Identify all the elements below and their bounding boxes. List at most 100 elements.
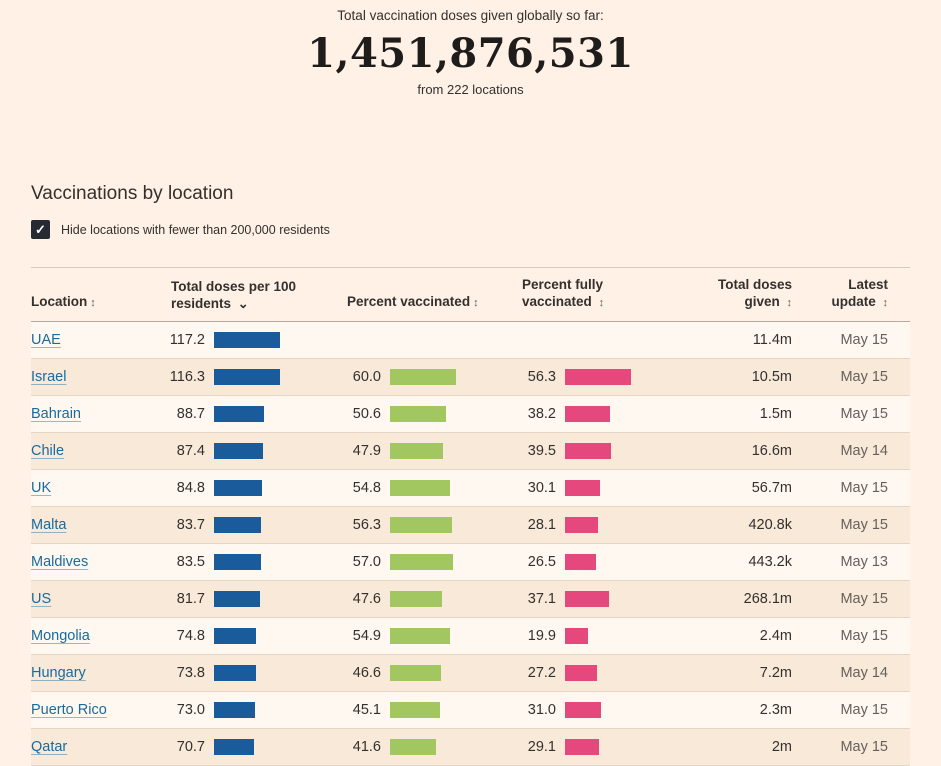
location-link[interactable]: Israel [31,369,67,385]
doses-per-100: 73.0 [141,702,317,718]
total-doses-given-value: 56.7m [751,480,792,496]
column-header-latest-update[interactable]: Latest update ↕ [831,277,889,309]
percent-vaccinated-value: 45.1 [352,702,381,718]
location-link[interactable]: UK [31,480,52,496]
table-row: US 81.7 47.6 37.1 268.1m May 15 [31,581,910,618]
latest-update-value: May 15 [840,517,888,533]
filter-checkbox[interactable]: ✓ [31,220,50,239]
column-header-percent-vaccinated[interactable]: Percent vaccinated ↕ [347,294,479,309]
total-doses-given-value: 443.2k [748,554,792,570]
percent-fully-vaccinated: 26.5 [492,554,667,570]
percent-vaccinated-value: 47.9 [352,443,381,459]
location-cell: Israel [31,369,141,385]
location-cell: US [31,591,141,607]
percent-vaccinated: 54.9 [317,628,492,644]
percent-vaccinated: 60.0 [317,369,492,385]
latest-update-value: May 15 [840,332,888,348]
percent-fully-vaccinated-value: 38.2 [527,406,556,422]
percent-vaccinated-value: 60.0 [352,369,381,385]
total-doses-given-value: 16.6m [751,443,792,459]
location-cell: Hungary [31,665,141,681]
blue-bar [214,591,260,607]
location-link[interactable]: Malta [31,517,67,533]
table-row: Maldives 83.5 57.0 26.5 443.2k May 13 [31,544,910,581]
percent-fully-vaccinated-value: 56.3 [527,369,556,385]
location-link[interactable]: Qatar [31,739,68,755]
percent-vaccinated-value: 54.9 [352,628,381,644]
latest-update-value: May 15 [840,739,888,755]
green-bar [390,406,446,422]
percent-vaccinated: 57.0 [317,554,492,570]
table-header-row: Location ↕ Total doses per 100 residents … [31,267,910,322]
table-row: Qatar 70.7 41.6 29.1 2m May 15 [31,729,910,766]
column-header-total-doses-given[interactable]: Total doses given ↕ [717,277,792,309]
percent-fully-vaccinated-value: 26.5 [527,554,556,570]
doses-per-100: 117.2 [141,332,317,348]
pink-bar [565,591,609,607]
percent-fully-vaccinated: 30.1 [492,480,667,496]
latest-update-value: May 15 [840,702,888,718]
filter-row: ✓ Hide locations with fewer than 200,000… [31,220,910,239]
doses-per-100-value: 83.7 [176,517,205,533]
blue-bar [214,517,262,533]
percent-vaccinated-value: 54.8 [352,480,381,496]
column-header-percent-fully-vaccinated[interactable]: Percent fully vaccinated ↕ [522,277,605,309]
total-doses-given-value: 7.2m [759,665,792,681]
percent-fully-vaccinated-value: 19.9 [527,628,556,644]
percent-vaccinated-value: 46.6 [352,665,381,681]
doses-per-100: 81.7 [141,591,317,607]
green-bar [390,554,453,570]
table-row: Bahrain 88.7 50.6 38.2 1.5m May 15 [31,396,910,433]
doses-per-100: 84.8 [141,480,317,496]
green-bar [390,517,452,533]
table-row: UK 84.8 54.8 30.1 56.7m May 15 [31,470,910,507]
table-row: Israel 116.3 60.0 56.3 10.5m May 15 [31,359,910,396]
location-cell: UK [31,480,141,496]
percent-vaccinated-value: 50.6 [352,406,381,422]
location-link[interactable]: Mongolia [31,628,90,644]
percent-fully-vaccinated-value: 29.1 [527,739,556,755]
location-cell: Puerto Rico [31,702,141,718]
location-link[interactable]: US [31,591,52,607]
location-cell: Chile [31,443,141,459]
total-doses-given-value: 10.5m [751,369,792,385]
doses-per-100-value: 84.8 [176,480,205,496]
column-header-doses-per-100[interactable]: Total doses per 100 residents ⌄ [171,279,297,311]
pink-bar [565,554,597,570]
percent-fully-vaccinated: 29.1 [492,739,667,755]
doses-per-100-value: 73.0 [176,702,205,718]
table-row: Malta 83.7 56.3 28.1 420.8k May 15 [31,507,910,544]
blue-bar [214,406,264,422]
location-link[interactable]: Maldives [31,554,89,570]
sort-icon: ↕ [882,297,889,309]
location-cell: Qatar [31,739,141,755]
green-bar [390,665,442,681]
percent-vaccinated-value: 41.6 [352,739,381,755]
location-link[interactable]: Chile [31,443,65,459]
percent-fully-vaccinated-value: 37.1 [527,591,556,607]
location-link[interactable]: Bahrain [31,406,81,422]
pink-bar [565,665,597,681]
table-row: Chile 87.4 47.9 39.5 16.6m May 14 [31,433,910,470]
location-link[interactable]: Puerto Rico [31,702,107,718]
doses-per-100-value: 116.3 [169,369,205,385]
table-row: Puerto Rico 73.0 45.1 31.0 2.3m May 15 [31,692,910,729]
pink-bar [565,628,589,644]
green-bar [390,739,436,755]
percent-vaccinated: 45.1 [317,702,492,718]
location-link[interactable]: Hungary [31,665,86,681]
percent-vaccinated: 56.3 [317,517,492,533]
column-header-location[interactable]: Location ↕ [31,294,96,309]
percent-fully-vaccinated: 56.3 [492,369,667,385]
percent-fully-vaccinated-value: 31.0 [527,702,556,718]
green-bar [390,628,451,644]
total-doses-given-value: 2.4m [759,628,792,644]
doses-per-100-value: 70.7 [176,739,205,755]
latest-update-value: May 15 [840,406,888,422]
percent-vaccinated: 41.6 [317,739,492,755]
total-doses-given-value: 11.4m [752,332,792,348]
green-bar [390,591,443,607]
pink-bar [565,406,610,422]
latest-update-value: May 15 [840,628,888,644]
location-link[interactable]: UAE [31,332,61,348]
